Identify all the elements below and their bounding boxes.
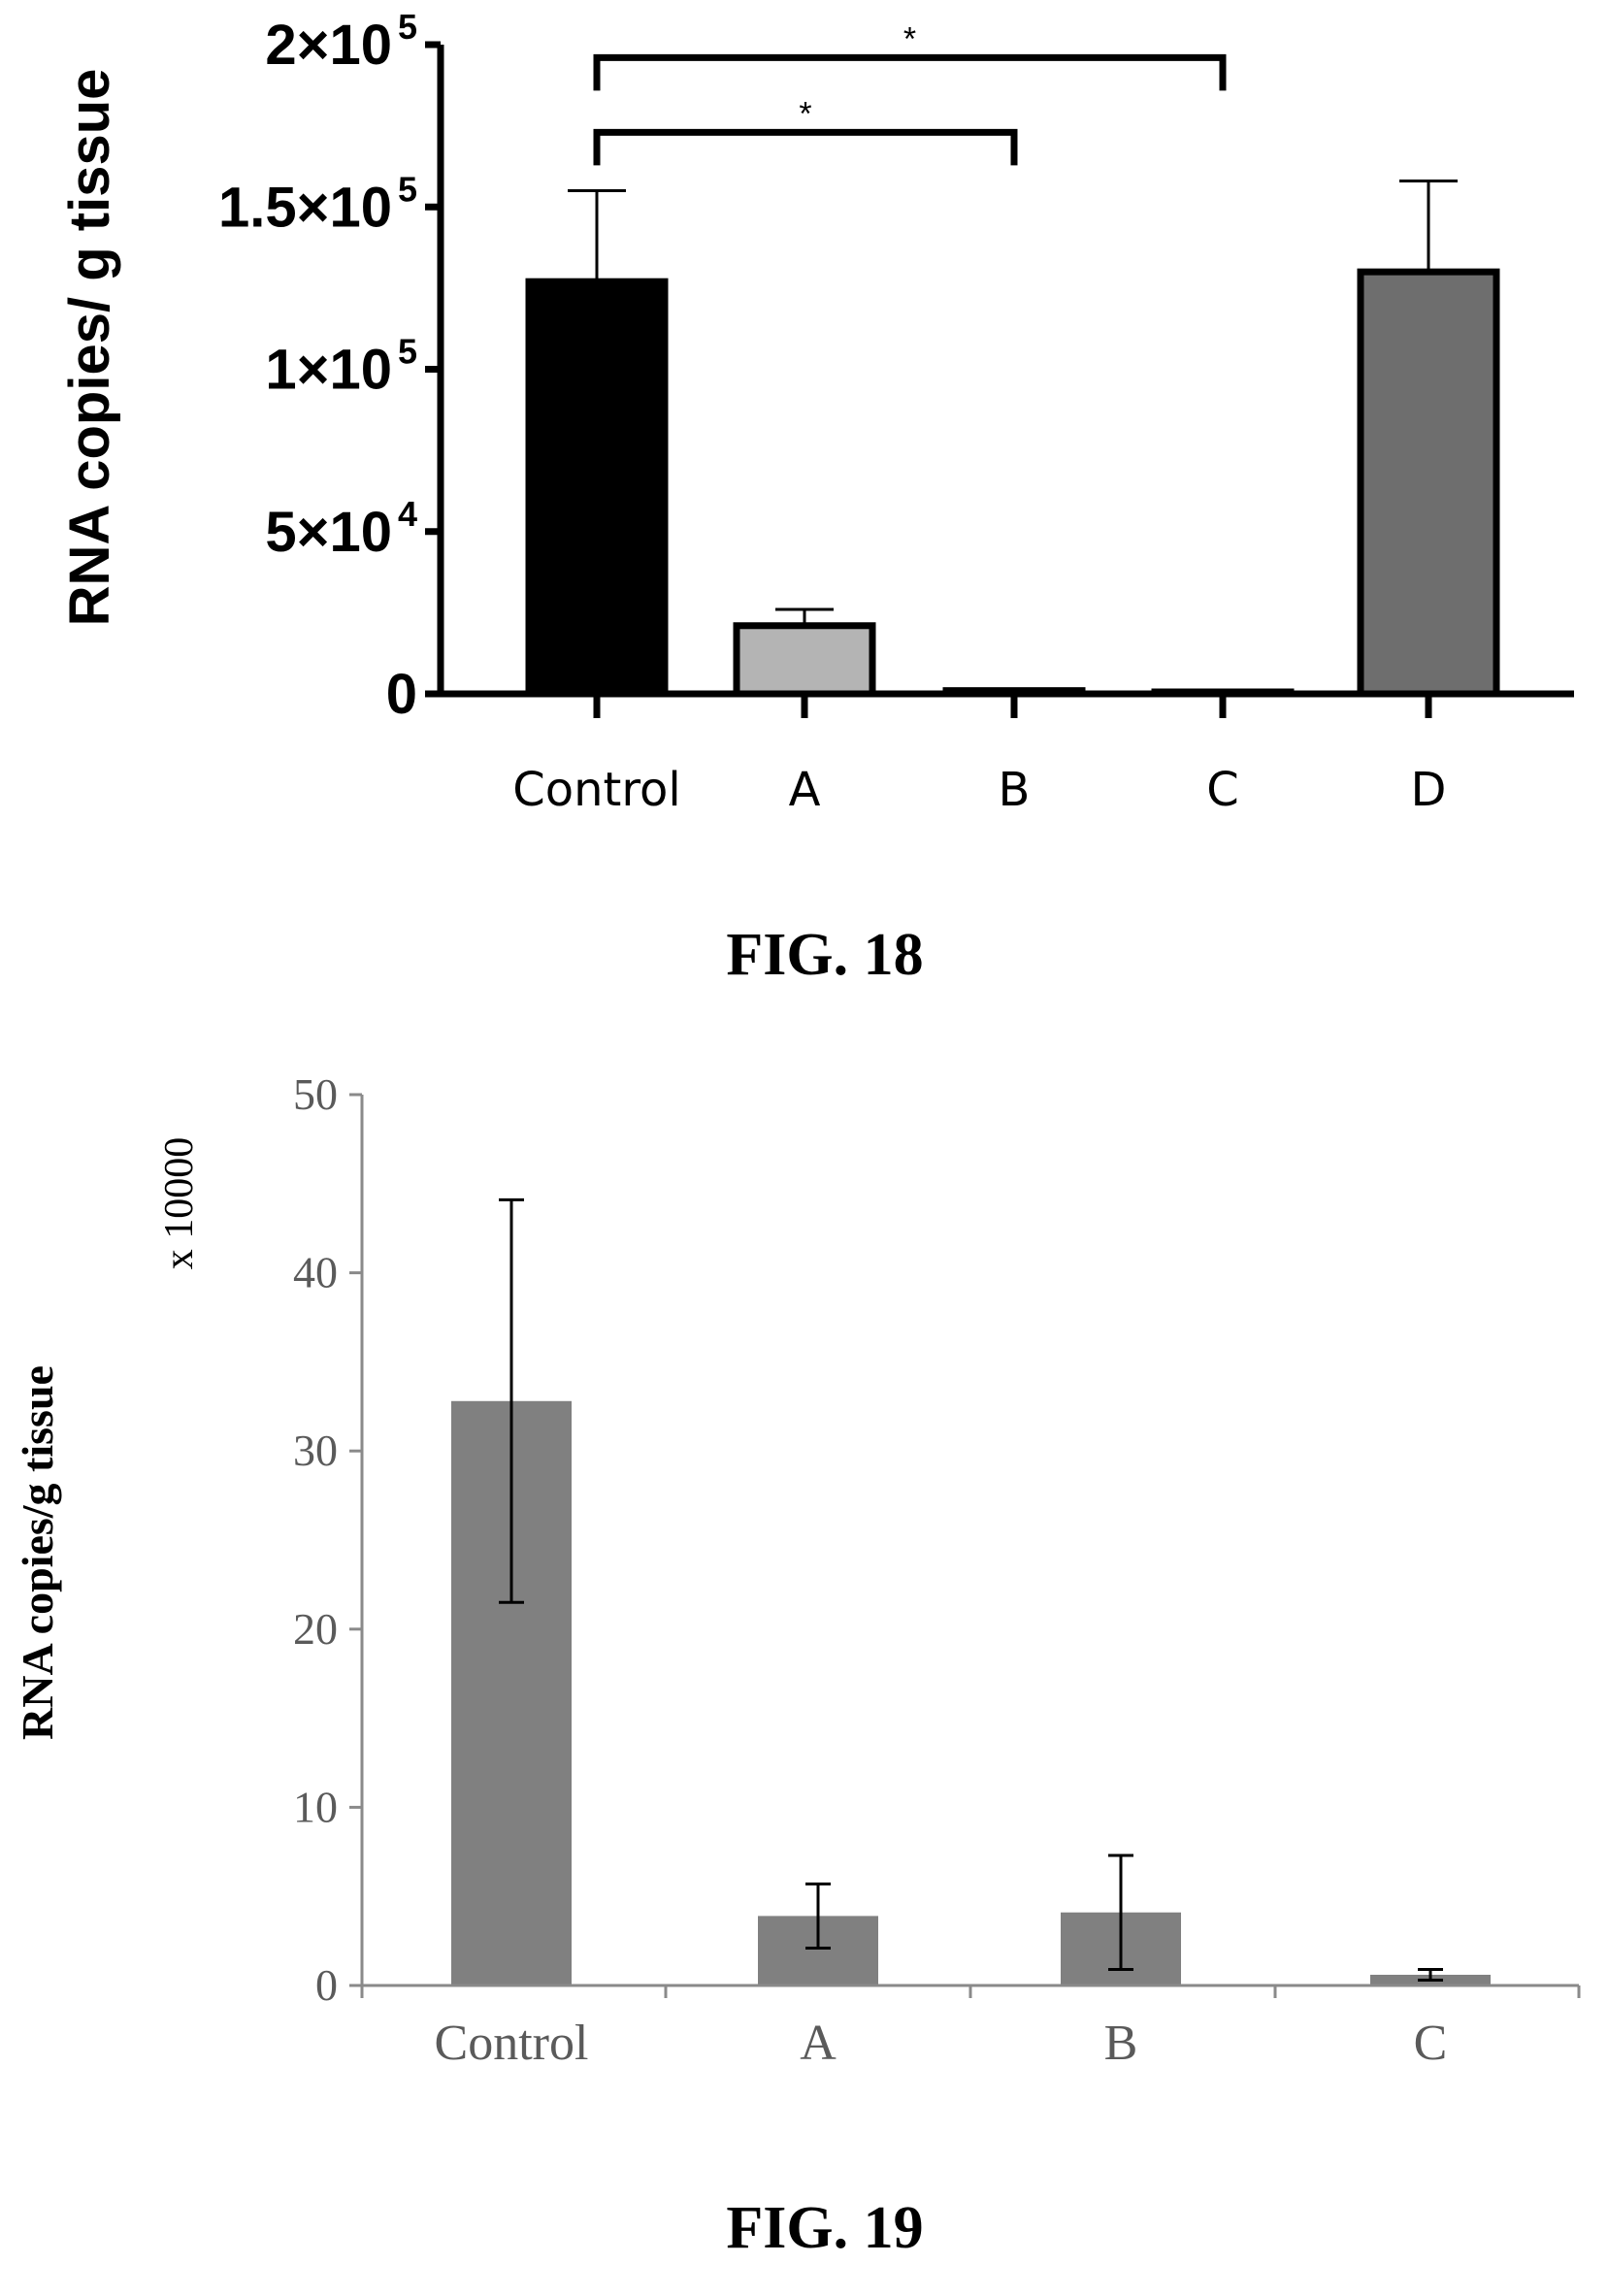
fig18-caption: FIG. 18 xyxy=(726,922,923,988)
fig19-y-multiplier-label: x 10000 xyxy=(157,1137,202,1270)
fig18-significance-label-1: * xyxy=(799,95,811,132)
fig19-y-tick-label-0: 0 xyxy=(315,1960,338,2010)
fig19-category-labels: Control A B C xyxy=(435,2016,1448,2071)
fig19-y-tick-label-2: 20 xyxy=(293,1604,338,1654)
fig19-y-tick-label-3: 30 xyxy=(293,1426,338,1475)
fig19-caption: FIG. 19 xyxy=(726,2195,923,2261)
fig18-y-tick-label-2: 1×10 5 xyxy=(265,332,417,402)
fig18-y-tick-label-4: 2×10 5 xyxy=(265,7,417,77)
fig18-x-tick-marks xyxy=(593,694,1432,718)
fig18-significance-bracket-0 xyxy=(593,53,1227,91)
fig18-y-tick-labels: 0 5×10 4 1×10 5 1.5×10 5 2×10 5 xyxy=(218,7,441,726)
fig18-significance-bracket-1 xyxy=(593,128,1018,166)
fig18-bar-a xyxy=(733,622,876,698)
fig19-error-bars xyxy=(499,1197,1443,1982)
fig19-y-tick-label-4: 40 xyxy=(293,1248,338,1297)
fig18-category-label-b: B xyxy=(999,763,1031,817)
fig19-chart: RNA copies/g tissue x 10000 01020304050 … xyxy=(13,1069,1581,2261)
fig18-category-label-a: A xyxy=(789,763,821,817)
fig18-bars xyxy=(525,268,1500,698)
fig18-significance-brackets: ** xyxy=(593,20,1227,166)
fig19-y-tick-labels: 0 10 20 30 40 50 xyxy=(293,1069,338,2010)
fig18-y-tick-label-0: 0 xyxy=(386,663,417,726)
fig18-category-labels: Control A B C D xyxy=(512,763,1446,817)
fig19-category-label-b: B xyxy=(1104,2016,1138,2071)
fig19-category-label-control: Control xyxy=(435,2016,589,2071)
fig18-category-label-control: Control xyxy=(512,763,681,817)
fig18-category-label-d: D xyxy=(1411,763,1447,817)
fig19-axis-tick-marks xyxy=(349,1093,1581,1998)
fig18-error-bars xyxy=(568,179,1458,626)
fig18-y-axis-label: RNA copies/ g tissue xyxy=(58,69,121,627)
fig19-bars xyxy=(451,1400,1491,1985)
fig19-y-tick-label-1: 10 xyxy=(293,1782,338,1831)
fig19-category-label-c: C xyxy=(1414,2016,1448,2071)
fig18-bar-control xyxy=(525,278,669,698)
fig19-y-tick-label-5: 50 xyxy=(293,1069,338,1119)
fig18-chart: RNA copies/ g tissue 0 5×10 4 1×10 5 1.5×10 5 2… xyxy=(58,7,1574,988)
fig18-category-label-c: C xyxy=(1206,763,1239,817)
fig18-y-tick-label-1: 5×10 4 xyxy=(265,494,417,564)
fig18-bar-d xyxy=(1357,268,1500,698)
fig19-y-axis-label: RNA copies/g tissue xyxy=(13,1365,62,1740)
fig19-category-label-a: A xyxy=(800,2016,837,2071)
fig18-significance-label-0: * xyxy=(903,20,916,57)
fig18-y-tick-label-3: 1.5×10 5 xyxy=(218,169,417,239)
